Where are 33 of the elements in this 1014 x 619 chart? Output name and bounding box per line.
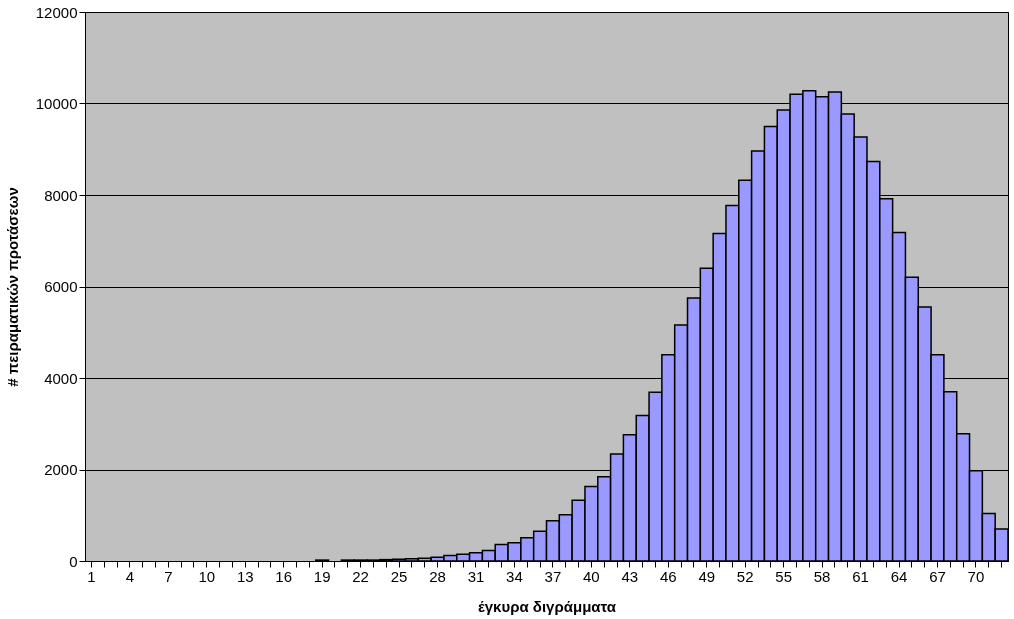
x-tick-label: 49	[698, 567, 716, 585]
x-tick-label: 19	[313, 567, 331, 585]
x-tick-label: 67	[929, 567, 946, 585]
y-tick-label: 8000	[44, 186, 78, 204]
y-tick-label: 10000	[35, 95, 78, 112]
x-tick-label: 10	[198, 567, 216, 585]
x-tick-label: 52	[736, 567, 754, 585]
y-tick-label: 4000	[44, 369, 78, 387]
x-tick-label: 28	[429, 567, 446, 585]
x-tick-label: 55	[775, 567, 792, 585]
x-tick-label: 43	[621, 567, 639, 585]
y-tick-label: 2000	[44, 461, 78, 478]
x-tick-label: 64	[890, 567, 908, 585]
x-tick-label: 7	[164, 567, 173, 585]
y-tick-label: 6000	[44, 278, 78, 295]
x-tick-label: 16	[275, 567, 293, 585]
x-tick-label: 13	[236, 567, 254, 585]
x-tick-label: 34	[506, 567, 523, 585]
x-tick-label: 58	[813, 567, 831, 585]
x-tick-label: 70	[967, 567, 985, 585]
x-tick-label: 61	[852, 567, 869, 585]
y-tick-label: 0	[69, 552, 78, 570]
x-tick-label: 4	[125, 567, 135, 585]
y-tick-label: 12000	[35, 3, 78, 21]
x-tick-label: 46	[659, 567, 677, 585]
x-tick-label: 37	[544, 567, 562, 585]
x-tick-label: 1	[87, 567, 96, 585]
x-axis-title: έγκυρα διγράμματα	[477, 597, 617, 615]
x-tick-label: 22	[352, 567, 369, 585]
x-tick-label: 31	[467, 567, 485, 585]
x-tick-label: 40	[583, 567, 600, 585]
x-tick-label: 25	[390, 567, 408, 585]
y-axis-title: # πειραματικών προτάσεων	[3, 187, 21, 387]
